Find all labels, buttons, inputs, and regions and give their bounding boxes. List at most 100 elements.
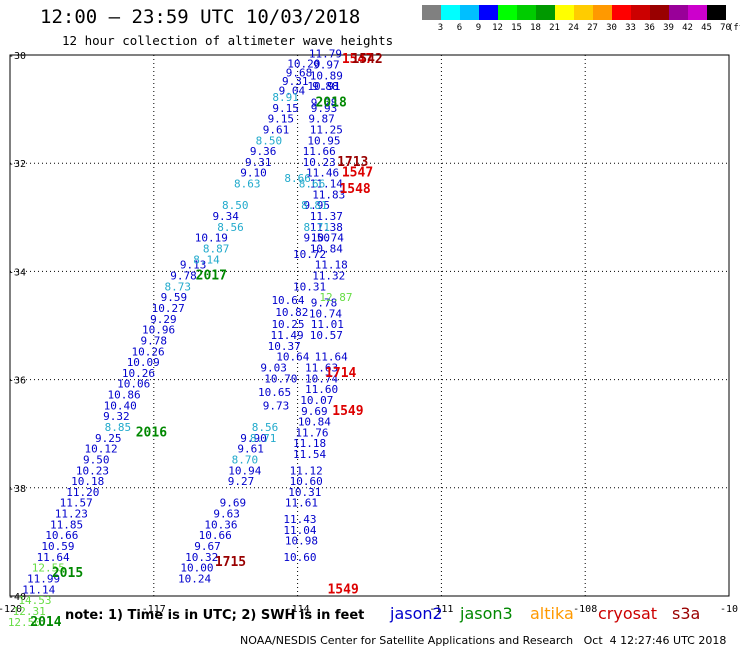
wave-height-label: 11.38 [310, 221, 343, 234]
wave-height-label: 11.20 [66, 486, 99, 499]
color-swatch [460, 5, 479, 20]
wave-height-label: 10.82 [275, 306, 308, 319]
y-tick-label: -30 [8, 51, 26, 62]
wave-height-label: 9.36 [250, 145, 277, 158]
wave-height-label: 8.73 [165, 280, 192, 293]
wave-height-label: 9.95 [304, 199, 331, 212]
wave-height-label: 9.88 [312, 80, 339, 93]
wave-height-label: 8.81 [301, 199, 328, 212]
pass-time-label: 2016 [136, 425, 167, 440]
page-subtitle: 12 hour collection of altimeter wave hei… [62, 33, 394, 48]
wave-height-label: 11.01 [311, 318, 344, 331]
wave-height-label: 9.78 [141, 334, 168, 347]
wave-height-label: 10.72 [293, 248, 326, 261]
wave-height-label: 12.87 [319, 291, 352, 304]
wave-height-label: 11.54 [293, 448, 326, 461]
y-tick-label: -40 [8, 592, 26, 603]
color-swatch [612, 5, 631, 20]
wave-height-label: 11.43 [283, 513, 316, 526]
color-swatch [422, 5, 441, 20]
wave-height-label: 10.07 [300, 394, 333, 407]
wave-height-label: 9.31 [282, 75, 309, 88]
wave-height-label: 10.36 [204, 518, 237, 531]
color-scale-label: 21 [549, 23, 560, 33]
wave-height-label: 10.74 [309, 307, 342, 320]
wave-height-label: 10.27 [152, 302, 185, 315]
wave-height-label: 9.78 [170, 270, 197, 283]
wave-height-label: 10.32 [185, 551, 218, 564]
wave-height-label: 8.70 [232, 453, 259, 466]
wave-height-label: 10.31 [293, 280, 326, 293]
wave-height-label: 11.79 [309, 48, 342, 61]
color-swatch [498, 5, 517, 20]
wave-height-label: 10.60 [283, 551, 316, 564]
color-scale-label: 24 [568, 23, 579, 33]
x-tick-label: -120 [0, 604, 22, 615]
color-swatch [517, 5, 536, 20]
wave-height-label: 9.69 [301, 405, 328, 418]
wave-height-label: 9.28 [311, 96, 338, 109]
wave-height-label: 9.78 [311, 297, 338, 310]
wave-height-label: 11.64 [37, 551, 70, 564]
wave-height-label: 9.10 [240, 167, 267, 180]
wave-height-label: 10.91 [307, 80, 340, 93]
wave-height-label: 10.40 [104, 399, 137, 412]
wave-height-label: 10.84 [298, 416, 331, 429]
wave-height-label: 9.32 [103, 410, 130, 423]
color-swatch [631, 5, 650, 20]
footer-credit: NOAA/NESDIS Center for Satellite Applica… [240, 634, 727, 647]
wave-height-label: 9.25 [95, 432, 122, 445]
color-scale-label: 9 [475, 23, 482, 33]
wave-height-label: 11.14 [22, 583, 55, 596]
color-swatch [669, 5, 688, 20]
wave-height-label: 10.23 [303, 156, 336, 169]
pass-time-label: 1548 [339, 182, 370, 197]
color-swatch [707, 5, 726, 20]
wave-height-label: 9.61 [237, 443, 264, 456]
wave-height-label: 9.73 [263, 399, 290, 412]
wave-height-label: 10.57 [310, 329, 343, 342]
wave-height-label: 10.98 [285, 535, 318, 548]
wave-height-label: 11.12 [290, 464, 323, 477]
color-scale-unit: (ft) [728, 23, 740, 33]
y-tick-label: -38 [8, 484, 26, 495]
color-scale-label: 27 [587, 23, 598, 33]
wave-height-label: 10.25 [271, 318, 304, 331]
wave-height-label: 8.56 [217, 221, 244, 234]
wave-height-label: 9.13 [180, 259, 207, 272]
wave-height-label: 10.74 [305, 372, 338, 385]
wave-height-label: 10.89 [310, 69, 343, 82]
wave-height-label: 11.18 [315, 259, 348, 272]
color-scale-label: 30 [606, 23, 617, 33]
wave-height-label: 10.94 [228, 464, 261, 477]
color-scale-label: 42 [682, 23, 693, 33]
pass-time-label: 2017 [196, 269, 227, 284]
satellite-legend-cryosat: cryosat [598, 604, 658, 623]
wave-height-label: 11.83 [312, 188, 345, 201]
wave-height-label: 11.04 [283, 524, 316, 537]
wave-height-label: 9.50 [304, 232, 331, 245]
x-tick-label: -111 [429, 604, 453, 615]
wave-height-label: 10.20 [287, 57, 320, 70]
wave-height-label: 8.66 [299, 178, 326, 191]
pass-time-label: 2014 [30, 615, 61, 630]
wave-height-label: 10.59 [41, 540, 74, 553]
pass-time-label: 1547 [342, 166, 373, 181]
wave-height-label: 9.04 [279, 84, 306, 97]
wave-height-label: 9.27 [228, 475, 255, 488]
color-scale-label: 12 [492, 23, 503, 33]
wave-height-label: 14.53 [18, 594, 51, 607]
wave-height-label: 11.76 [295, 426, 328, 439]
wave-height-label: 11.23 [55, 508, 88, 521]
wave-height-label: 11.60 [305, 383, 338, 396]
color-swatch [593, 5, 612, 20]
color-scale-label: 36 [644, 23, 655, 33]
wave-height-label: 9.61 [263, 123, 290, 136]
pass-time-label: 1542 [351, 52, 382, 67]
wave-height-label: 8.14 [193, 253, 220, 266]
color-swatch [688, 5, 707, 20]
wave-height-label: 9.63 [213, 508, 240, 521]
color-swatch [650, 5, 669, 20]
wave-height-label: 9.31 [245, 156, 272, 169]
wave-height-label: 10.31 [288, 486, 321, 499]
